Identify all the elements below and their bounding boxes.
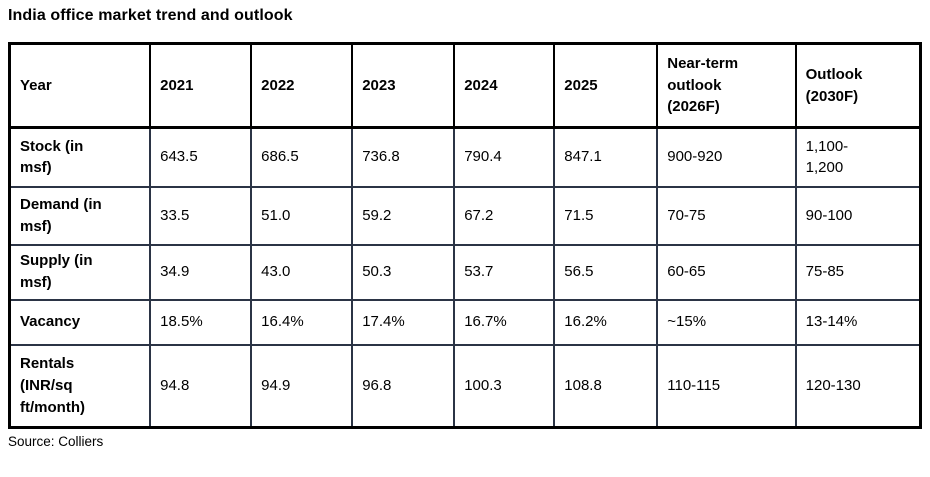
table-cell: 16.7%	[453, 298, 556, 346]
table-cell: 16.2%	[553, 298, 659, 346]
col-header-2022: 2022	[250, 42, 354, 129]
table-cell: 56.5	[553, 243, 659, 301]
table-row-supply: Supply (in msf) 34.9 43.0 50.3 53.7 56.5…	[8, 243, 922, 301]
col-header-2030f: Outlook (2030F)	[794, 42, 922, 129]
source-note: Source: Colliers	[8, 434, 104, 449]
col-header-2024: 2024	[453, 42, 556, 129]
table-cell: 59.2	[351, 185, 456, 246]
table-cell: 643.5	[149, 126, 253, 188]
table-cell: 686.5	[250, 126, 354, 188]
table-cell: 847.1	[553, 126, 659, 188]
page-title: India office market trend and outlook	[8, 7, 293, 24]
table-cell: 736.8	[351, 126, 456, 188]
row-label-demand: Demand (in msf)	[8, 185, 152, 246]
table-cell: 1,100- 1,200	[794, 126, 922, 188]
india-office-market-table: Year 2021 2022 2023 2024 2025 Near-term …	[8, 42, 922, 429]
col-header-year: Year	[8, 42, 152, 129]
table-row-stock: Stock (in msf) 643.5 686.5 736.8 790.4 8…	[8, 126, 922, 188]
table-cell: 900-920	[656, 126, 797, 188]
table-cell: ~15%	[656, 298, 797, 346]
table-cell: 90-100	[794, 185, 922, 246]
col-header-2023: 2023	[351, 42, 456, 129]
table-cell: 43.0	[250, 243, 354, 301]
table-cell: 70-75	[656, 185, 797, 246]
table-cell: 16.4%	[250, 298, 354, 346]
table-cell: 33.5	[149, 185, 253, 246]
table-cell: 60-65	[656, 243, 797, 301]
table-cell: 34.9	[149, 243, 253, 301]
table-row-vacancy: Vacancy 18.5% 16.4% 17.4% 16.7% 16.2% ~1…	[8, 298, 922, 346]
table-cell: 108.8	[553, 343, 659, 429]
table-cell: 71.5	[553, 185, 659, 246]
table-cell: 110-115	[656, 343, 797, 429]
table-cell: 13-14%	[794, 298, 922, 346]
table-cell: 120-130	[794, 343, 922, 429]
table-cell: 790.4	[453, 126, 556, 188]
table-header-row: Year 2021 2022 2023 2024 2025 Near-term …	[8, 42, 922, 129]
table-cell: 100.3	[453, 343, 556, 429]
col-header-2025: 2025	[553, 42, 659, 129]
col-header-2021: 2021	[149, 42, 253, 129]
table-cell: 94.8	[149, 343, 253, 429]
row-label-vacancy: Vacancy	[8, 298, 152, 346]
row-label-stock: Stock (in msf)	[8, 126, 152, 188]
table-cell: 17.4%	[351, 298, 456, 346]
table-cell: 96.8	[351, 343, 456, 429]
table-row-rentals: Rentals (INR/sq ft/month) 94.8 94.9 96.8…	[8, 343, 922, 429]
row-label-supply: Supply (in msf)	[8, 243, 152, 301]
table-cell: 67.2	[453, 185, 556, 246]
row-label-rentals: Rentals (INR/sq ft/month)	[8, 343, 152, 429]
table-cell: 94.9	[250, 343, 354, 429]
table-cell: 75-85	[794, 243, 922, 301]
table-cell: 18.5%	[149, 298, 253, 346]
table-cell: 50.3	[351, 243, 456, 301]
table-cell: 51.0	[250, 185, 354, 246]
col-header-2026f: Near-term outlook (2026F)	[656, 42, 797, 129]
table-row-demand: Demand (in msf) 33.5 51.0 59.2 67.2 71.5…	[8, 185, 922, 246]
table-cell: 53.7	[453, 243, 556, 301]
